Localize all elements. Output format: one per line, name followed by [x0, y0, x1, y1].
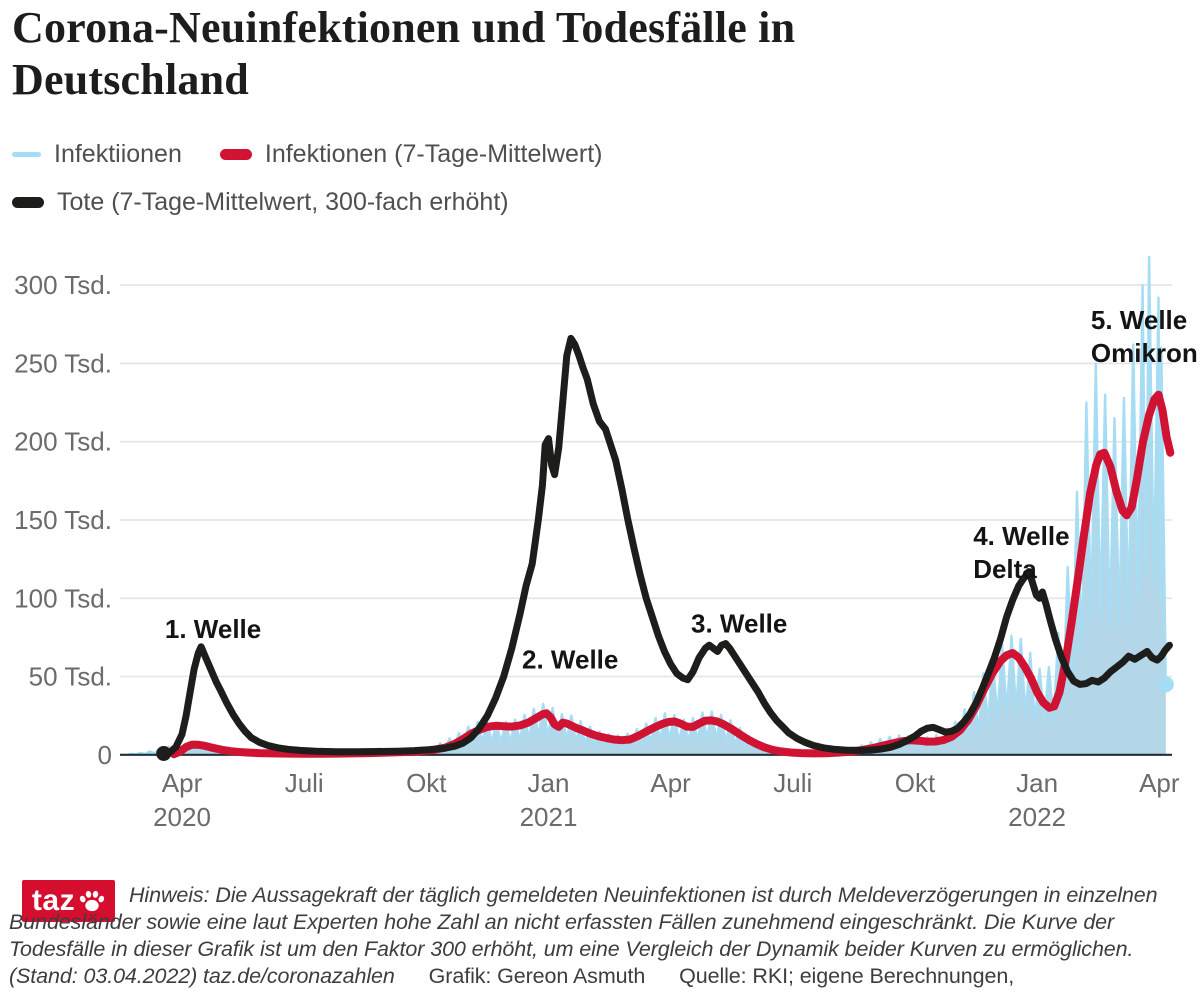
legend-label: Infektiionen	[54, 139, 182, 168]
deaths-avg-line	[160, 334, 1173, 757]
x-tick-label: Apr	[650, 768, 691, 798]
x-tick-label: Okt	[406, 768, 447, 798]
x-tick-label: Juli	[285, 768, 324, 798]
legend-row-1: Infektiionen Infektionen (7-Tage-Mittelw…	[12, 139, 603, 169]
x-tick-label: Apr	[162, 768, 203, 798]
wave-annotation: 2. Welle	[522, 645, 618, 675]
paw-icon	[79, 890, 105, 912]
footnote-line-4: (Stand: 03.04.2022) taz.de/coronazahlen …	[9, 964, 1014, 989]
legend-item-deaths-avg: Tote (7-Tage-Mittelwert, 300-fach erhöht…	[12, 188, 509, 217]
x-tick-label: Jan	[528, 768, 570, 798]
credit-grafik: Grafik: Gereon Asmuth	[428, 964, 646, 988]
x-tick-year-label: 2021	[520, 802, 578, 832]
footnote-stand-url: (Stand: 03.04.2022) taz.de/coronazahlen	[9, 964, 395, 988]
legend: Infektiionen Infektionen (7-Tage-Mittelw…	[12, 139, 603, 235]
taz-logo-text: taz	[31, 884, 76, 917]
page-title: Corona-Neuinfektionen und Todesfälle in …	[12, 2, 1162, 106]
x-tick-label: Jan	[1016, 768, 1058, 798]
wave-annotation: 3. Welle	[691, 609, 787, 639]
y-tick-label: 0	[98, 740, 112, 770]
page-title-line2: Deutschland	[12, 55, 249, 104]
legend-label: Tote (7-Tage-Mittelwert, 300-fach erhöht…	[57, 187, 509, 216]
footnote-line-3: Todesfälle in dieser Grafik ist um den F…	[9, 937, 1134, 961]
wave-annotation: Omikron	[1091, 338, 1198, 368]
taz-logo: taz	[22, 880, 115, 922]
legend-item-infections-daily: Infektiionen	[12, 140, 182, 169]
wave-annotation: 5. Welle	[1091, 305, 1187, 335]
y-tick-label: 250 Tsd.	[14, 348, 112, 378]
infections-daily-area	[127, 257, 1166, 755]
credit-quelle: Quelle: RKI; eigene Berechnungen,	[679, 964, 1015, 988]
wave-annotation: Delta	[973, 554, 1037, 584]
wave-annotation: 1. Welle	[165, 614, 261, 644]
y-tick-label: 50 Tsd.	[29, 662, 112, 692]
legend-item-infections-avg: Infektionen (7-Tage-Mittelwert)	[219, 139, 603, 169]
infections-daily-swatch	[12, 151, 41, 157]
x-tick-label: Apr	[1139, 768, 1180, 798]
y-tick-label: 100 Tsd.	[14, 583, 112, 613]
y-tick-label: 200 Tsd.	[14, 427, 112, 457]
deaths-avg-swatch	[12, 196, 44, 208]
chart-canvas: 0 50 Tsd. 100 Tsd. 150 Tsd. 200 Tsd. 250 Tsd.…	[14, 255, 1198, 832]
legend-label: Infektionen (7-Tage-Mittelwert)	[264, 139, 603, 168]
footnote-line-1: Hinweis: Die Aussagekraft der täglich ge…	[129, 883, 1158, 907]
y-tick-label: 150 Tsd.	[14, 505, 112, 535]
x-tick-label: Okt	[895, 768, 936, 798]
x-tick-label: Juli	[773, 768, 812, 798]
deaths-series-start-dot	[156, 746, 172, 761]
page-title-line1: Corona-Neuinfektionen und Todesfälle in	[12, 3, 796, 52]
legend-row-2: Tote (7-Tage-Mittelwert, 300-fach erhöht…	[12, 187, 603, 217]
infections-daily-end-dot	[1157, 676, 1174, 693]
wave-annotation: 4. Welle	[973, 521, 1069, 551]
y-tick-label: 300 Tsd.	[14, 270, 112, 300]
x-tick-year-label: 2020	[153, 802, 211, 832]
footnote-line-2: Bundesländer sowie eine laut Experten ho…	[9, 910, 1115, 934]
x-tick-year-label: 2022	[1008, 802, 1066, 832]
infections-avg-swatch	[219, 148, 252, 160]
